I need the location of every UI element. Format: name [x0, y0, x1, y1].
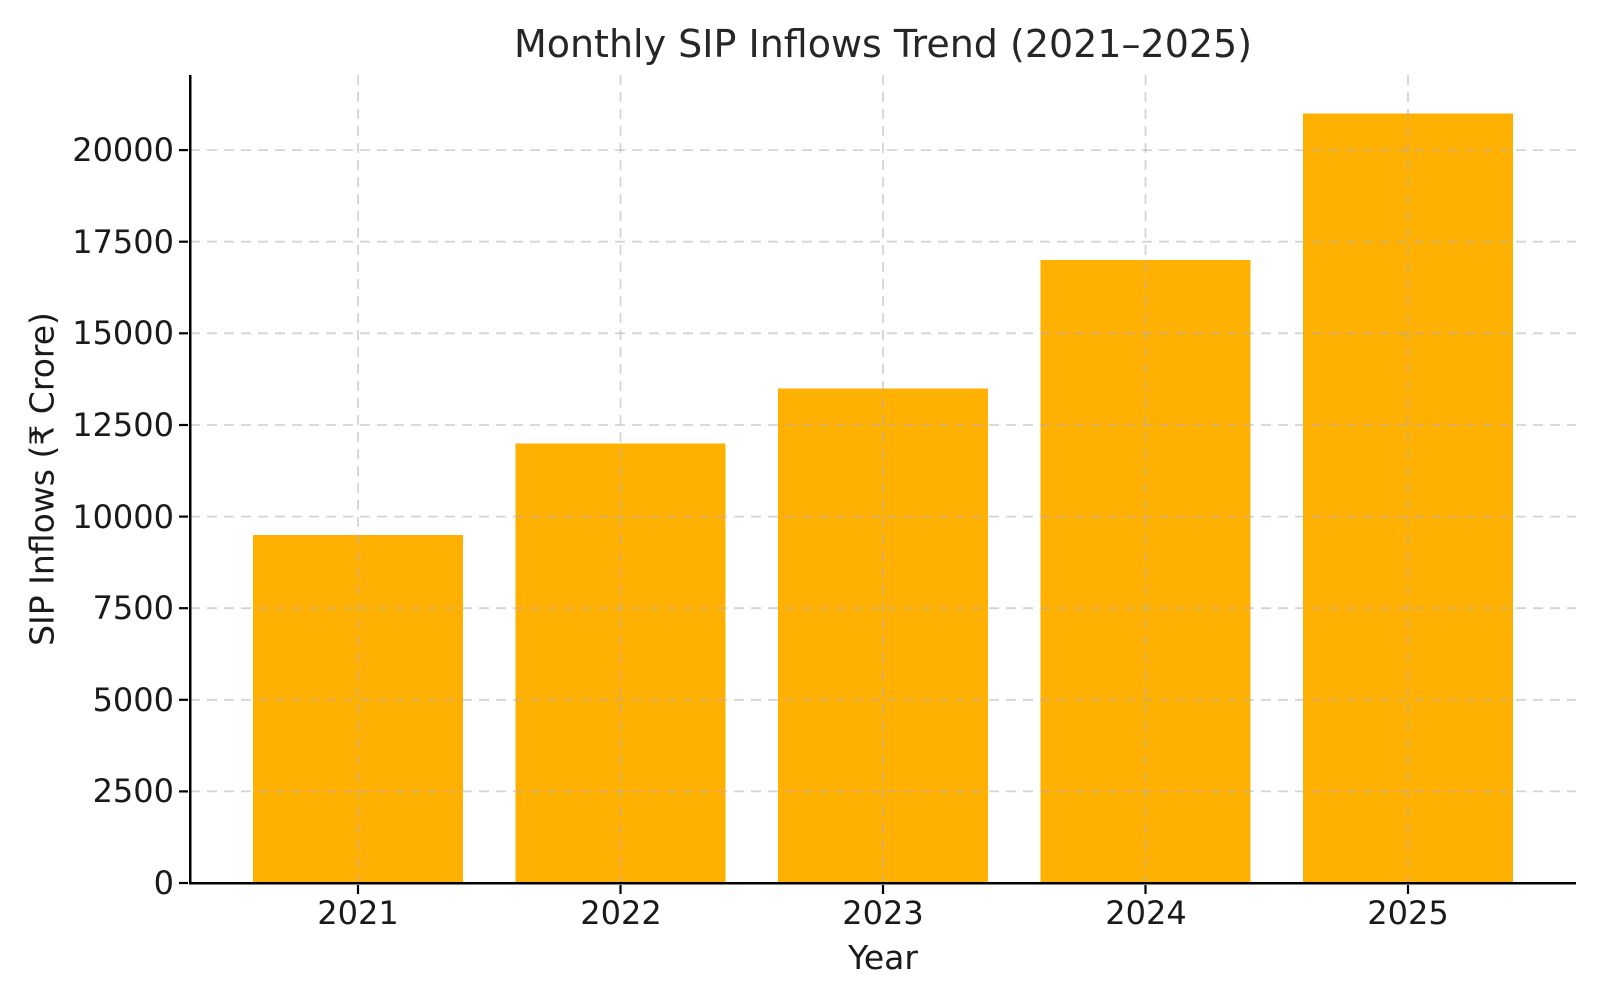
y-tick-label: 15000	[72, 314, 174, 352]
x-tick-label: 2025	[1367, 894, 1449, 932]
y-tick-label: 12500	[72, 406, 174, 444]
x-tick-label: 2023	[842, 894, 924, 932]
x-tick-label: 2022	[580, 894, 662, 932]
y-tick-label: 20000	[72, 131, 174, 169]
y-tick-label: 5000	[92, 681, 174, 719]
chart-title: Monthly SIP Inflows Trend (2021–2025)	[513, 22, 1253, 66]
y-tick-label: 7500	[92, 589, 174, 627]
x-axis-label: Year	[848, 938, 918, 977]
bar-chart-svg	[179, 75, 1576, 894]
y-tick-label: 2500	[92, 772, 174, 810]
y-tick-label: 0	[153, 864, 174, 902]
y-tick-label: 17500	[72, 223, 174, 261]
plot-area	[179, 75, 1576, 894]
x-tick-label: 2021	[317, 894, 399, 932]
y-tick-label: 10000	[72, 498, 174, 536]
x-tick-label: 2024	[1105, 894, 1187, 932]
